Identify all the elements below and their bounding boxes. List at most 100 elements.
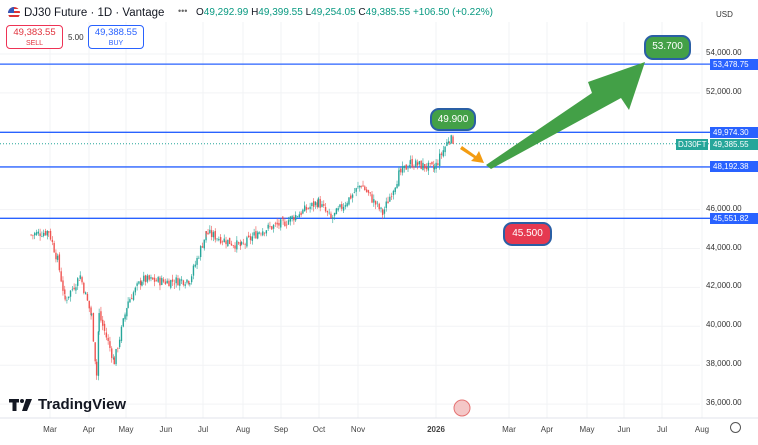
- candle-body: [134, 287, 137, 293]
- currency-select[interactable]: USD: [716, 10, 733, 19]
- candle-body: [448, 141, 451, 143]
- candle-body: [218, 238, 220, 241]
- time-label: Mar: [502, 425, 516, 434]
- candle-body: [188, 280, 190, 284]
- note-53700[interactable]: 53.700: [644, 35, 691, 60]
- candle-body: [105, 332, 108, 338]
- candle-body: [77, 278, 79, 286]
- candle-body: [90, 314, 93, 316]
- candle-body: [289, 216, 291, 222]
- candle-body: [182, 280, 185, 285]
- candle-body: [62, 280, 64, 291]
- candle-body: [98, 313, 100, 332]
- more-icon[interactable]: •••: [178, 6, 188, 16]
- candle-body: [115, 349, 117, 365]
- level-price-label[interactable]: 53,478.75: [710, 58, 758, 70]
- candle-body: [364, 186, 366, 191]
- candle-body: [316, 202, 318, 208]
- candle-body: [48, 231, 50, 233]
- settings-gear-icon[interactable]: [730, 422, 741, 433]
- candle-body: [390, 196, 393, 198]
- candle-body: [339, 204, 341, 208]
- candle-body: [439, 153, 441, 167]
- candle-body: [287, 220, 290, 225]
- us-flag-icon: [8, 6, 20, 19]
- candle-body: [177, 278, 179, 286]
- candle-body: [56, 255, 59, 260]
- candle-body: [280, 219, 282, 228]
- candle-body: [103, 323, 106, 331]
- candle-body: [291, 216, 293, 219]
- candle-body: [415, 160, 417, 168]
- candle-body: [446, 141, 448, 146]
- candle-body: [88, 300, 90, 309]
- candle-body: [164, 281, 167, 284]
- candle-body: [155, 280, 158, 282]
- candle-body: [146, 275, 149, 282]
- candle-body: [342, 206, 345, 211]
- candle-body: [97, 331, 100, 376]
- candle-body: [293, 216, 295, 221]
- candle-body: [263, 232, 266, 234]
- candle-body: [83, 282, 85, 293]
- candle-body: [138, 281, 140, 284]
- candle-body: [44, 231, 47, 235]
- candle-body: [69, 290, 72, 297]
- symbol-header[interactable]: DJ30 Future · 1D · Vantage: [4, 4, 169, 21]
- candle-body: [216, 238, 218, 240]
- candle-body: [136, 283, 138, 286]
- candle-body: [284, 221, 286, 227]
- candle-body: [435, 162, 437, 170]
- buy-button[interactable]: 49,388.55 BUY: [88, 25, 144, 49]
- sell-button[interactable]: 49,383.55 SELL: [6, 25, 63, 49]
- candle-body: [223, 238, 225, 243]
- candle-body: [236, 240, 238, 250]
- note-45500[interactable]: 45.500: [503, 222, 552, 246]
- candle-body: [227, 239, 229, 247]
- price-tick: 44,000.00: [706, 242, 742, 252]
- time-label: May: [579, 425, 595, 434]
- candle-body: [162, 279, 165, 282]
- level-price-label[interactable]: 45,551.82: [710, 212, 758, 224]
- candle-body: [205, 231, 207, 234]
- candle-body: [201, 246, 204, 248]
- candle-body: [311, 202, 313, 206]
- candle-body: [225, 240, 227, 245]
- candle-body: [425, 167, 428, 170]
- candle-body: [409, 164, 411, 168]
- candle-body: [39, 233, 41, 237]
- candle-body: [357, 186, 359, 188]
- candle-body: [442, 150, 444, 157]
- candle-body: [317, 198, 320, 207]
- level-price-label[interactable]: 48,192.38: [710, 161, 758, 173]
- candle-body: [249, 236, 252, 241]
- candle-body: [166, 280, 168, 284]
- price-tick: 40,000.00: [706, 320, 742, 330]
- candle-body: [255, 231, 257, 239]
- candle-body: [150, 277, 152, 279]
- candle-body: [242, 242, 245, 244]
- candle-body: [286, 224, 288, 226]
- spread: 5.00: [68, 33, 84, 42]
- candle-body: [64, 289, 66, 294]
- candle-body: [73, 287, 75, 290]
- candle-body: [376, 202, 379, 204]
- candle-body: [307, 208, 309, 209]
- price-tick: 52,000.00: [706, 86, 742, 96]
- level-price-label[interactable]: 49,974.30: [710, 126, 758, 138]
- candle-body: [84, 292, 87, 295]
- candle-body: [304, 205, 306, 212]
- time-label: Apr: [82, 425, 96, 434]
- candle-body: [330, 213, 332, 219]
- down-arrow: [460, 146, 484, 163]
- candle-body: [365, 189, 368, 192]
- candle-body: [53, 242, 55, 253]
- candle-body: [198, 257, 200, 259]
- candle-body: [295, 215, 297, 221]
- candle-body: [282, 219, 284, 221]
- candle-body: [300, 212, 302, 215]
- candle-body: [296, 216, 299, 218]
- note-49900[interactable]: 49.900: [430, 108, 476, 131]
- candle-body: [207, 232, 209, 235]
